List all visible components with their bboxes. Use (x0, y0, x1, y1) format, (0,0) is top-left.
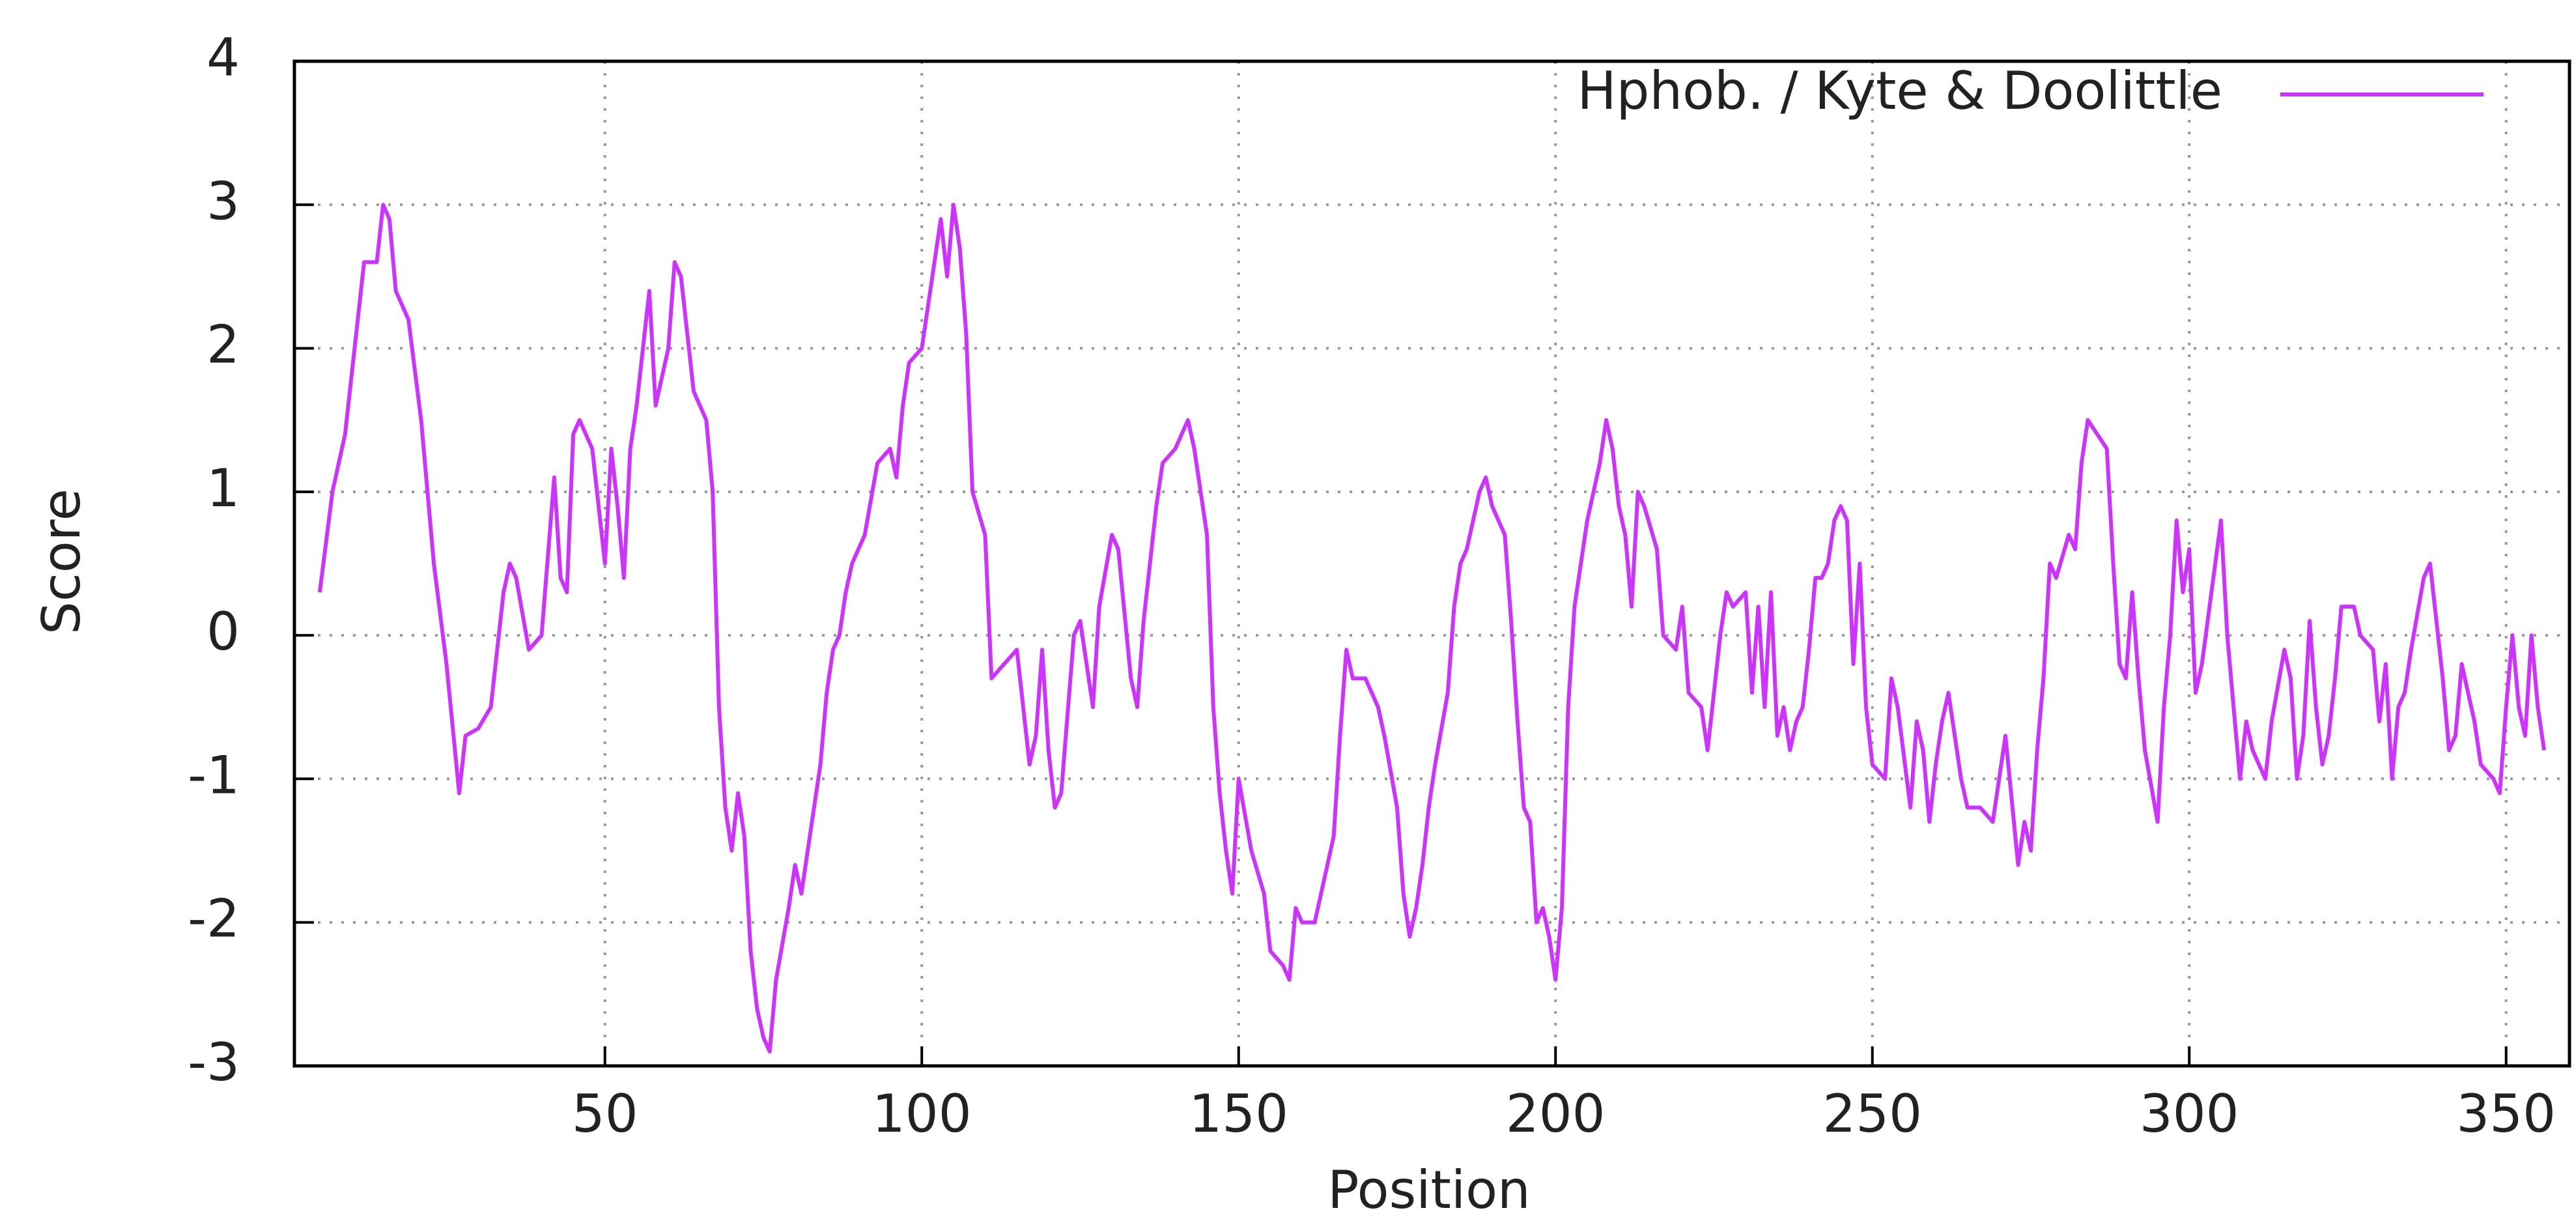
y-tick-label: 4 (206, 27, 240, 88)
data-line (317, 203, 2547, 1054)
x-tick-label: 150 (1189, 1083, 1288, 1144)
y-tick-label: -2 (188, 889, 240, 949)
x-tick-label: 50 (572, 1083, 638, 1144)
y-tick-label: 0 (206, 601, 240, 662)
plot-frame (292, 59, 2571, 1068)
x-tick-label: 100 (872, 1083, 972, 1144)
x-axis-label: Position (1327, 1160, 1530, 1219)
x-tick-label: 300 (2140, 1083, 2239, 1144)
y-tick-label: -1 (188, 745, 240, 805)
x-tick-label: 350 (2456, 1083, 2556, 1144)
y-tick-label: 3 (206, 171, 240, 231)
legend-label: Hphob. / Kyte & Doolittle (1577, 61, 2222, 121)
y-axis-label: Score (31, 489, 92, 635)
y-tick-label: 1 (206, 458, 240, 519)
y-tick-label: 2 (206, 315, 240, 375)
x-tick-label: 200 (1506, 1083, 1606, 1144)
y-tick-label: -3 (188, 1032, 240, 1093)
x-tick-label: 250 (1822, 1083, 1922, 1144)
